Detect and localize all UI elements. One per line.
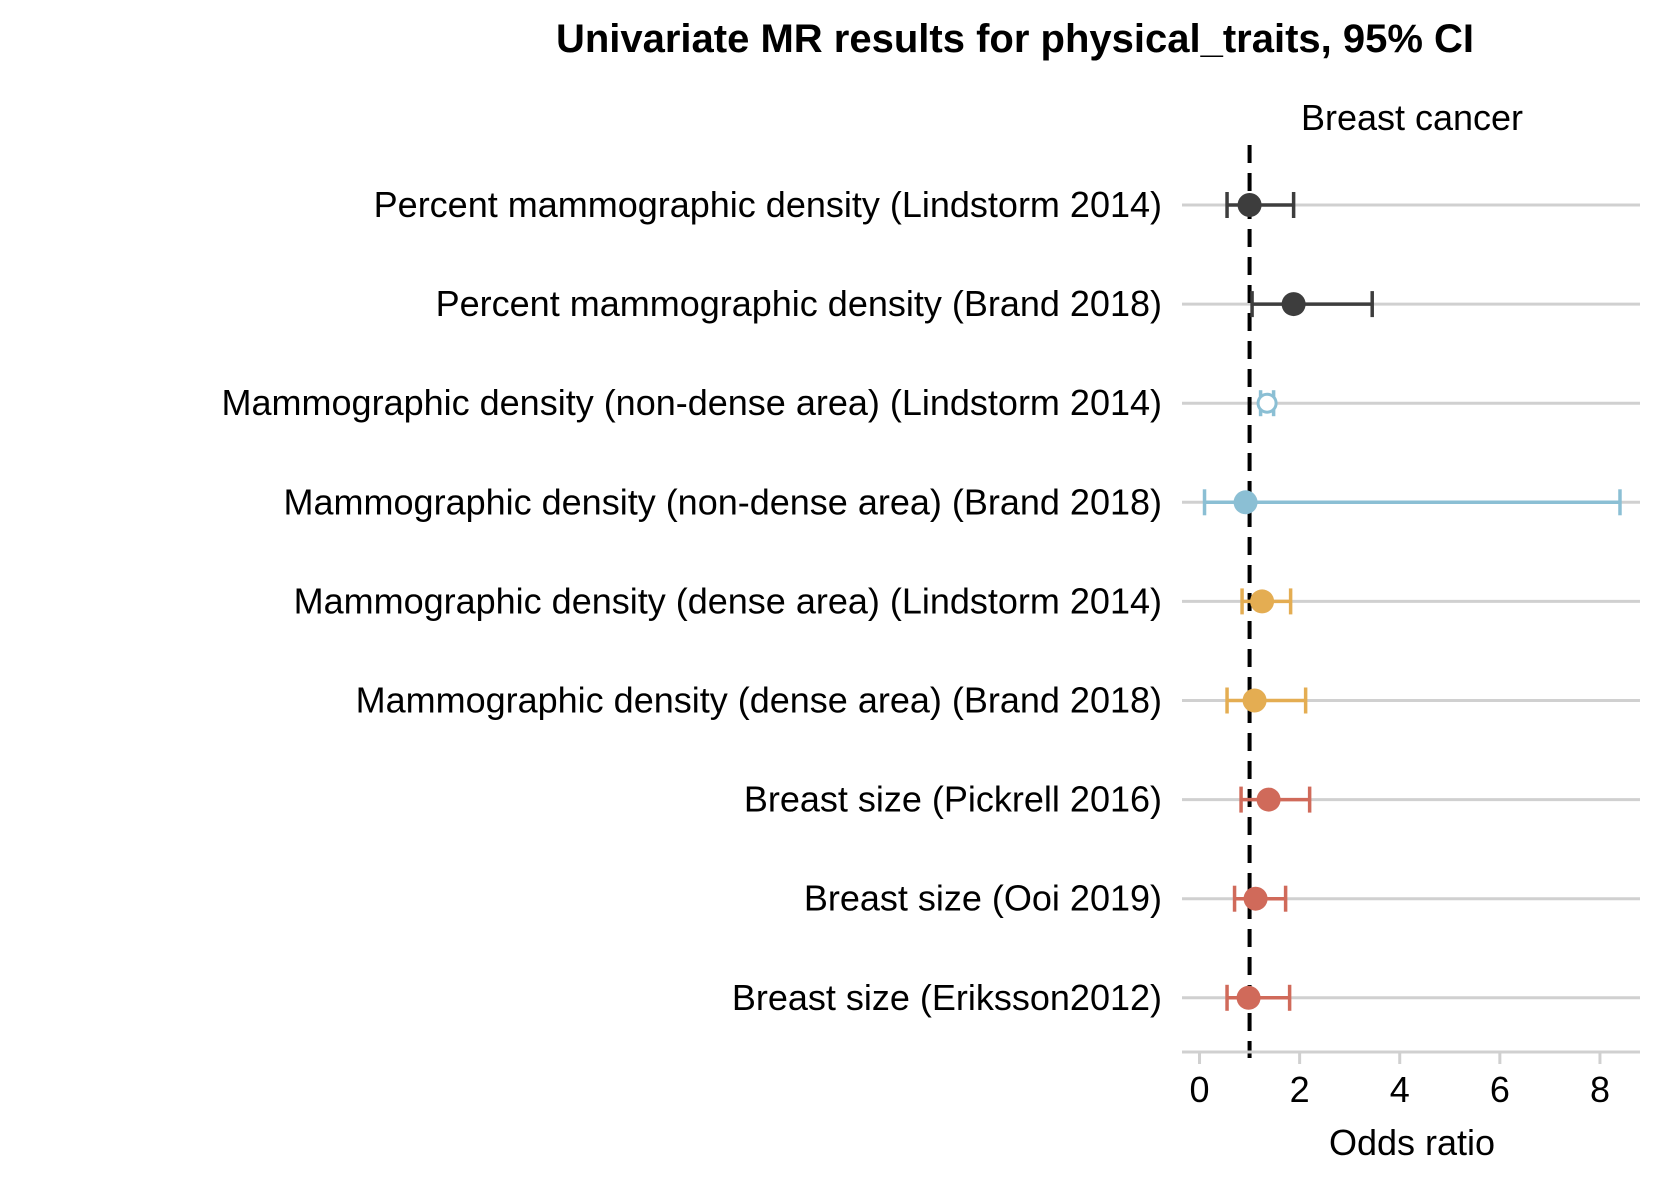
row-labels: Percent mammographic density (Lindstorm … bbox=[222, 184, 1162, 1018]
ci-group bbox=[1202, 489, 1622, 516]
row-label: Percent mammographic density (Brand 2018… bbox=[436, 283, 1162, 324]
row-label: Percent mammographic density (Lindstorm … bbox=[374, 184, 1162, 225]
point-estimate bbox=[1242, 688, 1267, 713]
x-tick-label: 2 bbox=[1290, 1069, 1310, 1110]
ci-group bbox=[1256, 390, 1278, 417]
row-label: Mammographic density (dense area) (Linds… bbox=[294, 580, 1162, 621]
x-tick-label: 4 bbox=[1390, 1069, 1410, 1110]
point-estimate bbox=[1237, 193, 1262, 217]
facet-label: Breast cancer bbox=[1301, 97, 1523, 138]
point-estimate bbox=[1233, 490, 1258, 515]
ci-group bbox=[1225, 192, 1296, 218]
row-label: Mammographic density (dense area) (Brand… bbox=[356, 680, 1162, 721]
point-estimate bbox=[1281, 292, 1306, 317]
x-tick-label: 0 bbox=[1190, 1069, 1210, 1110]
point-estimate bbox=[1250, 589, 1275, 614]
row-label: Mammographic density (non-dense area) (L… bbox=[222, 382, 1162, 423]
point-estimate bbox=[1236, 985, 1261, 1010]
row-label: Breast size (Eriksson2012) bbox=[732, 977, 1162, 1018]
ci-group bbox=[1225, 984, 1292, 1011]
ci-group bbox=[1225, 687, 1308, 714]
row-label: Breast size (Pickrell 2016) bbox=[744, 779, 1162, 820]
chart-title: Univariate MR results for physical_trait… bbox=[556, 17, 1474, 61]
point-estimate bbox=[1256, 392, 1278, 414]
estimate-marks bbox=[1202, 192, 1622, 1011]
ci-group bbox=[1239, 786, 1312, 813]
row-label: Mammographic density (non-dense area) (B… bbox=[284, 481, 1162, 522]
point-estimate bbox=[1256, 787, 1281, 812]
point-estimate bbox=[1243, 886, 1268, 911]
x-axis-title: Odds ratio bbox=[1329, 1122, 1495, 1163]
ci-group bbox=[1250, 291, 1374, 318]
x-axis: 0 2 4 6 8 bbox=[1182, 1050, 1640, 1110]
ci-group bbox=[1232, 885, 1288, 912]
row-label: Breast size (Ooi 2019) bbox=[804, 878, 1162, 919]
x-tick-label: 6 bbox=[1490, 1069, 1510, 1110]
ci-group bbox=[1240, 588, 1293, 615]
x-tick-label: 8 bbox=[1590, 1069, 1610, 1110]
